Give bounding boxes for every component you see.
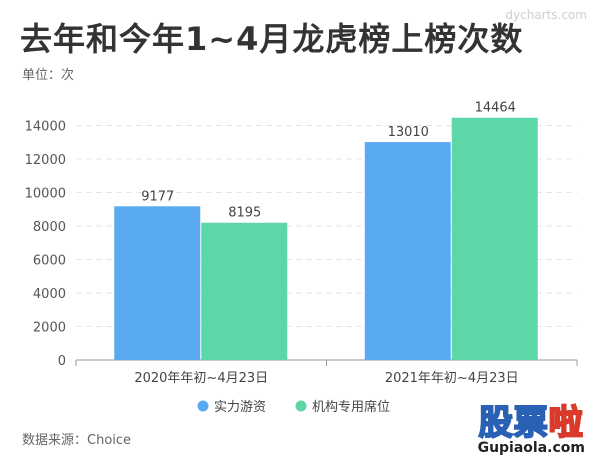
logo-text: 股票 [478,403,549,443]
data-label: 8195 [228,206,261,221]
legend-marker [295,400,307,412]
unit-label: 单位：次 [22,68,75,83]
data-label: 9177 [141,189,174,204]
y-tick-label: 12000 [25,153,66,168]
y-tick-label: 0 [58,354,66,369]
bar [114,206,201,360]
y-tick-label: 2000 [33,321,66,336]
bar [451,117,538,360]
brand-logo: 股票啦 Gupiaola.com [477,403,585,456]
data-label: 14464 [475,101,516,116]
legend-label: 机构专用席位 [312,399,390,415]
chart-title: 去年和今年1~4月龙虎榜上榜次数 [20,20,524,58]
x-tick-label: 2021年年初~4月23日 [385,371,519,386]
y-tick-label: 6000 [33,254,66,269]
y-tick-label: 8000 [33,220,66,235]
x-tick-label: 2020年年初~4月23日 [134,371,268,386]
logo-url: Gupiaola.com [477,440,585,456]
bar [364,142,451,360]
y-tick-label: 4000 [33,287,66,302]
legend-label: 实力游资 [214,400,266,415]
logo-accent-text: 啦 [548,403,584,443]
y-tick-label: 10000 [25,187,66,202]
bar [201,222,288,360]
y-tick-label: 14000 [25,120,66,135]
source-note: 数据来源：Choice [22,433,132,448]
legend-marker [197,400,209,412]
data-label: 13010 [388,125,429,140]
watermark-text: dycharts.com [505,8,587,22]
